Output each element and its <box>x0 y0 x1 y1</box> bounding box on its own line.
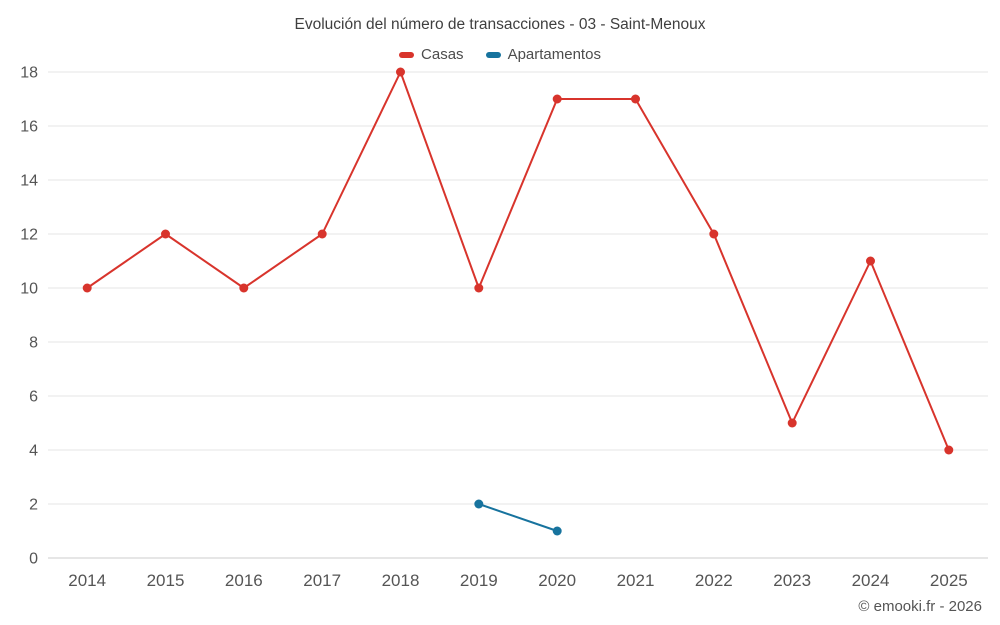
y-tick-label: 18 <box>20 65 38 82</box>
y-tick-label: 8 <box>29 335 38 352</box>
legend-marker-casas <box>399 51 415 58</box>
x-tick-label: 2021 <box>617 571 655 590</box>
x-tick-label: 2022 <box>695 571 733 590</box>
data-point-casas <box>474 283 484 293</box>
data-point-casas <box>239 283 249 293</box>
x-tick-label: 2014 <box>68 571 106 590</box>
data-point-casas <box>82 283 92 293</box>
legend-label: Apartamentos <box>507 46 601 63</box>
data-point-casas <box>709 229 719 239</box>
y-tick-label: 10 <box>20 281 38 298</box>
data-point-casas <box>552 94 562 104</box>
legend-marker-apartamentos <box>485 51 501 58</box>
x-tick-label: 2025 <box>930 571 968 590</box>
y-tick-label: 6 <box>29 389 38 406</box>
chart-legend: Casas Apartamentos <box>0 46 1000 63</box>
y-tick-label: 14 <box>20 173 38 190</box>
y-tick-label: 0 <box>29 551 38 568</box>
series-line-casas <box>86 71 950 451</box>
x-tick-label: 2023 <box>773 571 811 590</box>
data-point-casas <box>396 67 405 77</box>
x-tick-label: 2017 <box>303 571 341 590</box>
data-point-casas <box>631 94 640 104</box>
series-line-apartamentos <box>477 503 559 532</box>
data-point-casas <box>161 229 170 239</box>
data-point-casas <box>866 256 875 266</box>
x-tick-label: 2018 <box>382 571 420 590</box>
data-point-casas <box>317 229 327 239</box>
x-tick-label: 2015 <box>147 571 185 590</box>
data-point-casas <box>787 418 797 428</box>
copyright-footer: © emooki.fr - 2026 <box>858 598 982 615</box>
data-point-casas <box>944 445 954 455</box>
x-tick-label: 2016 <box>225 571 263 590</box>
legend-item-casas[interactable]: Casas <box>399 46 464 63</box>
y-tick-label: 2 <box>29 497 38 514</box>
x-tick-label: 2020 <box>538 571 576 590</box>
y-tick-label: 16 <box>20 119 38 136</box>
y-tick-label: 12 <box>20 227 38 244</box>
x-tick-label: 2019 <box>460 571 498 590</box>
data-point-apartamentos <box>552 526 562 536</box>
legend-item-apartamentos[interactable]: Apartamentos <box>485 46 601 63</box>
x-tick-label: 2024 <box>852 571 890 590</box>
chart-title: Evolución del número de transacciones - … <box>294 16 706 33</box>
legend-label: Casas <box>421 46 464 63</box>
data-point-apartamentos <box>474 499 484 509</box>
y-tick-label: 4 <box>29 443 38 460</box>
